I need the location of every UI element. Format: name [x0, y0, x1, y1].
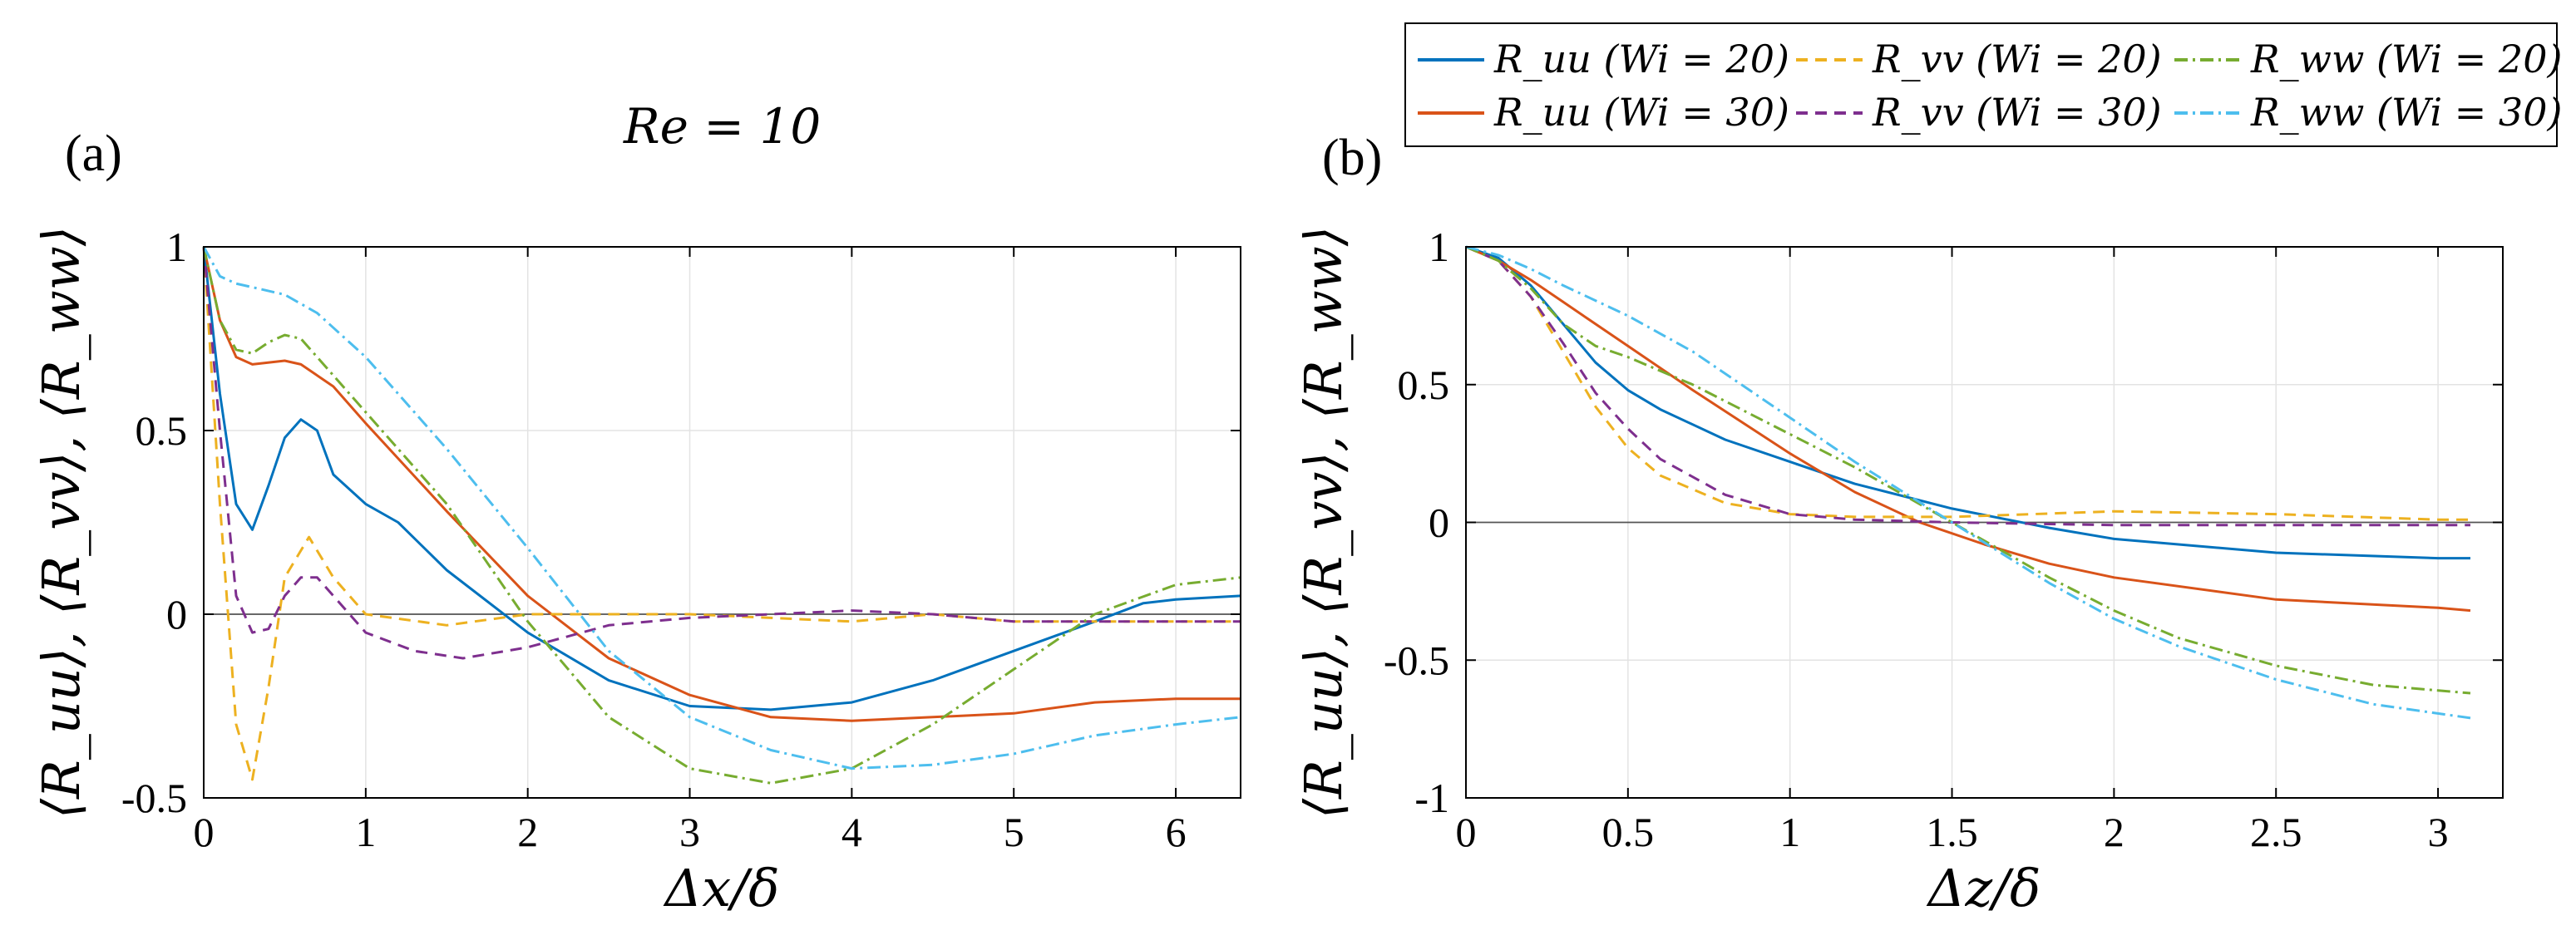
legend-label-uu30: R_uu (Wi = 30)	[1493, 90, 1789, 135]
x-tick-label: 4	[841, 809, 862, 855]
legend-label-ww20: R_ww (Wi = 20)	[2250, 37, 2562, 81]
x-tick-label: 5	[1004, 809, 1024, 855]
x-tick-label: 2	[517, 809, 538, 855]
x-tick-label: 1	[1779, 809, 1800, 855]
x-tick-label: 0	[194, 809, 215, 855]
y-tick-label: -0.5	[1384, 637, 1449, 683]
legend-label-uu20: R_uu (Wi = 20)	[1493, 37, 1789, 81]
series-line-ww20	[1465, 245, 2471, 695]
y-tick-label: 0.5	[136, 407, 188, 454]
y-tick-label: -1	[1414, 775, 1449, 821]
x-tick-label: 0.5	[1602, 809, 1655, 855]
series-line-ww30	[202, 246, 1241, 770]
x-tick-label: 3	[679, 809, 700, 855]
y-tick-label: 1	[166, 224, 187, 270]
x-tick-label: 1.5	[1926, 809, 1978, 855]
figure-header: Re = 10	[623, 98, 821, 155]
series-line-vv20	[1465, 245, 2470, 521]
x-tick-label: 0	[1456, 809, 1477, 855]
x-axis-label: Δz/δ	[1927, 858, 2041, 918]
series-line-uu20	[202, 246, 1241, 711]
legend-label-ww30: R_ww (Wi = 30)	[2250, 90, 2562, 135]
series-line-uu30	[1465, 245, 2471, 613]
series-line-vv20	[202, 246, 1241, 781]
y-tick-label: 1	[1429, 224, 1449, 270]
legend: R_uu (Wi = 20) R_vv (Wi = 20) R_ww (Wi = 2…	[1404, 22, 2562, 147]
panel-a-tag: (a)	[65, 126, 122, 182]
x-tick-label: 6	[1166, 809, 1187, 855]
axes-frame	[203, 246, 1241, 799]
y-tick-label: 0	[1429, 500, 1449, 546]
series-line-vv30	[1465, 245, 2470, 527]
legend-label-vv20: R_vv (Wi = 20)	[1872, 37, 2162, 81]
series-line-uu20	[1465, 245, 2470, 560]
panel-b-tag: (b)	[1322, 130, 1382, 186]
series-line-vv30	[202, 246, 1241, 660]
y-axis-label: ⟨R_uu⟩, ⟨R_vv⟩, ⟨R_ww⟩	[1293, 226, 1354, 819]
x-axis-label: Δx/δ	[664, 858, 780, 918]
legend-box	[1404, 22, 2558, 147]
x-tick-label: 2.5	[2250, 809, 2302, 855]
y-tick-label: 0.5	[1398, 362, 1450, 408]
x-tick-label: 3	[2428, 809, 2449, 855]
y-tick-label: -0.5	[121, 775, 187, 821]
legend-label-vv30: R_vv (Wi = 30)	[1872, 90, 2162, 135]
x-tick-label: 1	[355, 809, 376, 855]
y-tick-label: 0	[166, 591, 187, 637]
x-tick-label: 2	[2104, 809, 2124, 855]
panel-b-plot: 0 0.5 1 1.5 2 2.5 3 -1 -0.5 0 0.5 1 Δz/δ ⟨R_uu⟩, ⟨R_v…	[1293, 224, 2504, 918]
series-line-ww20	[202, 246, 1241, 785]
series-line-uu30	[202, 246, 1241, 722]
series-line-ww30	[1465, 245, 2471, 720]
y-axis-label: ⟨R_uu⟩, ⟨R_vv⟩, ⟨R_ww⟩	[31, 226, 91, 819]
